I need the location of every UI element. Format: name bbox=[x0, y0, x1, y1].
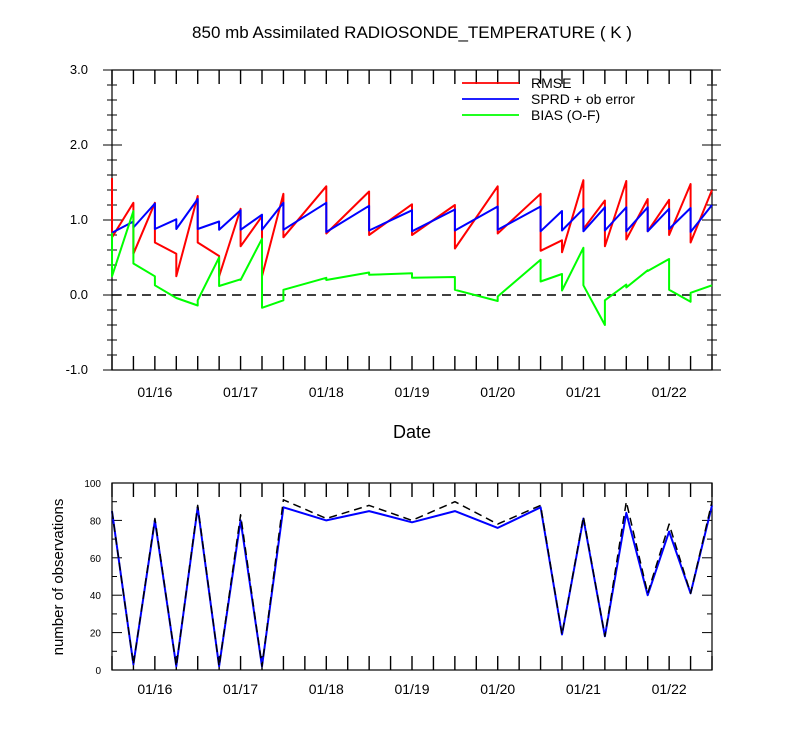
series-line-sprd-ob-error bbox=[111, 198, 713, 234]
x-axis-label: Date bbox=[393, 422, 431, 442]
y-tick-label: 80 bbox=[90, 516, 102, 527]
x-tick-label: 01/20 bbox=[480, 681, 515, 697]
legend-label-rmse: RMSE bbox=[531, 75, 571, 91]
y-tick-label: 2.0 bbox=[70, 137, 88, 152]
y-tick-label: 3.0 bbox=[70, 62, 88, 77]
y-tick-label: 1.0 bbox=[70, 212, 88, 227]
y-tick-label: 20 bbox=[90, 629, 102, 640]
x-tick-label: 01/19 bbox=[394, 681, 429, 697]
y-tick-label: -1.0 bbox=[66, 362, 88, 377]
y-tick-label: 40 bbox=[90, 591, 102, 602]
x-tick-label: 01/18 bbox=[309, 681, 344, 697]
x-tick-label: 01/20 bbox=[480, 384, 515, 400]
y-tick-label: 0 bbox=[95, 666, 101, 677]
series-line-assimilated-observations bbox=[111, 505, 713, 668]
x-tick-label: 01/19 bbox=[394, 384, 429, 400]
series-line-bias-o-f bbox=[111, 210, 713, 326]
legend-label-sprd-ob-error: SPRD + ob error bbox=[531, 91, 635, 107]
x-tick-label: 01/22 bbox=[652, 681, 687, 697]
plot-frame bbox=[111, 482, 713, 671]
x-tick-label: 01/17 bbox=[223, 384, 258, 400]
x-tick-label: 01/18 bbox=[309, 384, 344, 400]
y-tick-label: 0.0 bbox=[70, 287, 88, 302]
series-line-possible-observations bbox=[111, 499, 713, 668]
x-tick-label: 01/21 bbox=[566, 681, 601, 697]
y-tick-label: 100 bbox=[84, 479, 101, 490]
x-tick-label: 01/17 bbox=[223, 681, 258, 697]
x-tick-label: 01/16 bbox=[137, 384, 172, 400]
y-axis-label: number of observations bbox=[50, 499, 67, 656]
x-tick-label: 01/21 bbox=[566, 384, 601, 400]
y-tick-label: 60 bbox=[90, 554, 102, 565]
bottom-chart: 0 20 40 60 80 100 01/16 01/17 01/18 01/19 01/20 01/… bbox=[84, 479, 713, 697]
x-tick-label: 01/22 bbox=[652, 384, 687, 400]
top-chart: -1.0 0.0 1.0 2.0 3.0 01/16 01/17 01/18 01/19 01/2… bbox=[66, 62, 721, 400]
x-tick-label: 01/16 bbox=[137, 681, 172, 697]
legend-label-bias-o-f: BIAS (O-F) bbox=[531, 107, 600, 123]
chart-title: 850 mb Assimilated RADIOSONDE_TEMPERATUR… bbox=[192, 23, 632, 42]
